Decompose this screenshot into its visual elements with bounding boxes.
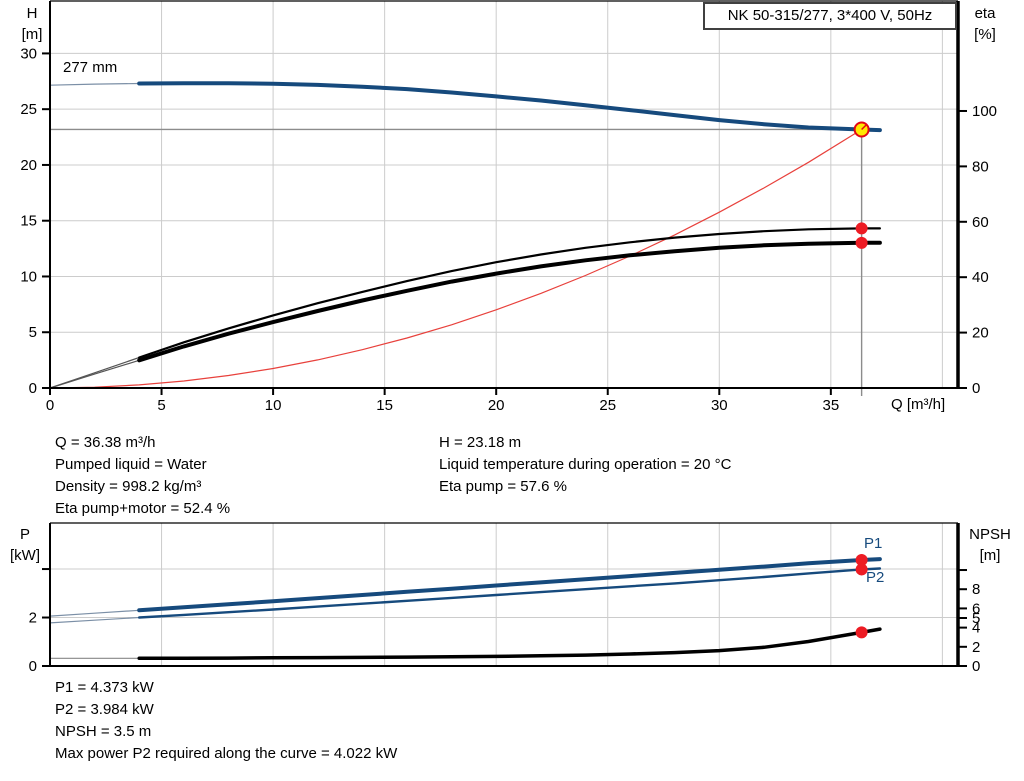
x-tick-label: 20: [488, 397, 505, 414]
operating-point-info-right: H = 23.18 m Liquid temperature during op…: [439, 432, 731, 498]
npsh-curve-thin: [50, 628, 881, 659]
x-tick-label: 15: [376, 397, 393, 414]
info-line-eta-pump: Eta pump = 57.6 %: [439, 478, 567, 495]
left-tick-label: 0: [29, 658, 37, 675]
info-line-p2: P2 = 3.984 kW: [55, 701, 154, 718]
npsh-axis-label-unit: [m]: [979, 547, 1001, 564]
p2-curve: [137, 567, 882, 619]
right-tick-label: 8: [972, 581, 980, 598]
head-axis-label: H [m]: [14, 3, 50, 45]
p2-curve-label: P2: [866, 569, 885, 586]
right-tick-label: 40: [972, 269, 989, 286]
x-tick-label: 0: [46, 397, 54, 414]
head-axis-label-symbol: H: [26, 5, 38, 22]
operating-point-info-left: Q = 36.38 m³/h Pumped liquid = Water Den…: [55, 432, 230, 520]
eta-pump-motor-curve: [137, 240, 882, 363]
right-tick-label: 6: [972, 600, 980, 617]
power-axis-label-symbol: P: [19, 526, 30, 543]
x-tick-label: 10: [265, 397, 282, 414]
left-tick-label: 30: [20, 45, 37, 62]
left-tick-label: 5: [29, 324, 37, 341]
system-curve: [49, 128, 863, 389]
info-line-liquid: Pumped liquid = Water: [55, 456, 207, 473]
info-line-max-power: Max power P2 required along the curve = …: [55, 745, 398, 762]
left-tick-label: 10: [20, 268, 37, 285]
left-tick-label: 20: [20, 157, 37, 174]
right-tick-label: 100: [972, 103, 997, 120]
pump-title-box: NK 50-315/277, 3*400 V, 50Hz: [703, 2, 957, 30]
eta-axis-label-symbol: eta: [974, 5, 996, 22]
p1-endpoint: [855, 554, 868, 567]
npsh-axis-label: NPSH [m]: [958, 524, 1022, 566]
info-line-q: Q = 36.38 m³/h: [55, 434, 156, 451]
info-line-temperature: Liquid temperature during operation = 20…: [439, 456, 732, 473]
power-info-block: P1 = 4.373 kW P2 = 3.984 kW NPSH = 3.5 m…: [55, 677, 397, 765]
eta-pump-curve: [138, 227, 882, 359]
right-tick-label: 0: [972, 380, 980, 397]
eta-axis-label: eta [%]: [962, 3, 1008, 45]
right-tick-label: 80: [972, 158, 989, 175]
info-line-h: H = 23.18 m: [439, 434, 522, 451]
left-tick-label: 15: [20, 213, 37, 230]
right-tick-label: 60: [972, 214, 989, 231]
duty-point-arrow: [861, 124, 867, 131]
left-tick-label: 2: [29, 610, 37, 627]
left-tick-label: 0: [29, 380, 37, 397]
power-axis-label: P [kW]: [2, 524, 48, 566]
eta-pump-endpoint: [855, 222, 868, 235]
right-tick-label: 2: [972, 639, 980, 656]
power-axis-label-unit: [kW]: [10, 547, 40, 564]
right-tick-label: 0: [972, 658, 980, 675]
eta-axis-label-unit: [%]: [974, 26, 996, 43]
eta-pump-curve-thin: [49, 227, 880, 389]
npsh-axis-label-symbol: NPSH: [969, 526, 1011, 543]
head-axis-label-unit: [m]: [21, 26, 43, 43]
x-tick-label: 30: [711, 397, 728, 414]
npsh-curve: [137, 627, 882, 661]
q-axis-label: Q [m³/h]: [891, 396, 946, 413]
eta-pump-motor-curve-thin: [49, 242, 880, 389]
x-tick-label: 25: [599, 397, 616, 414]
npsh-endpoint: [855, 626, 868, 639]
p1-curve-label: P1: [864, 535, 883, 552]
left-tick-label: 25: [20, 101, 37, 118]
right-tick-label: 4: [972, 620, 980, 637]
impeller-diameter-label: 277 mm: [63, 59, 118, 76]
x-tick-label: 5: [157, 397, 165, 414]
info-line-npsh: NPSH = 3.5 m: [55, 723, 152, 740]
info-line-p1: P1 = 4.373 kW: [55, 679, 154, 696]
eta-pump-motor-endpoint: [855, 236, 868, 249]
x-tick-label: 35: [822, 397, 839, 414]
info-line-eta-pump-motor: Eta pump+motor = 52.4 %: [55, 500, 231, 517]
head-curve-277mm: [137, 81, 882, 133]
info-line-density: Density = 998.2 kg/m³: [55, 478, 202, 495]
right-tick-label: 20: [972, 325, 989, 342]
p1-curve: [137, 557, 882, 613]
p2-endpoint: [855, 563, 868, 576]
right-tick-label: 5: [972, 610, 980, 627]
